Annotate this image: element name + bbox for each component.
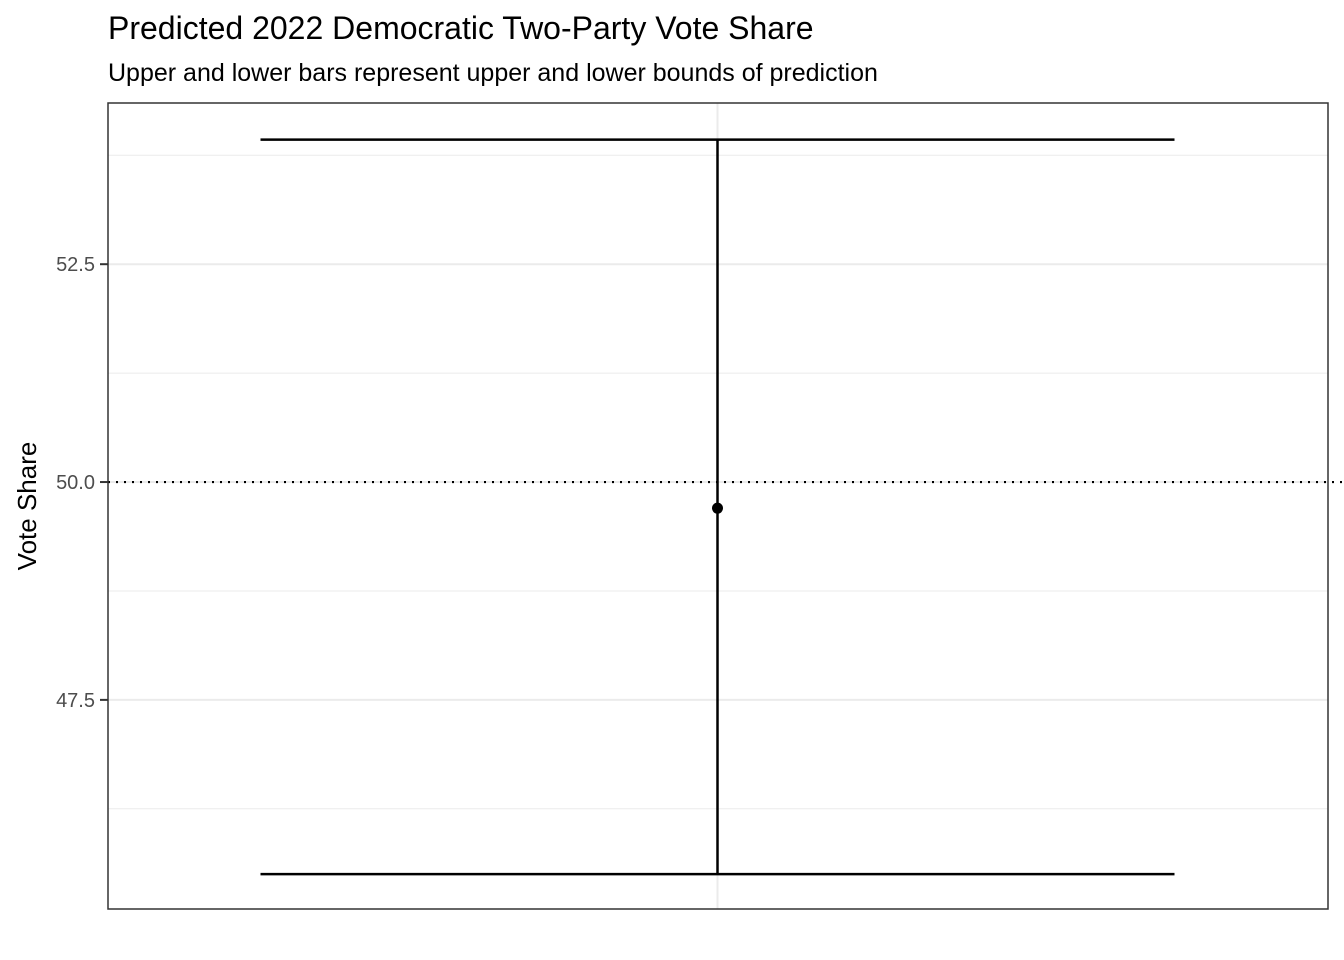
y-tick-label: 50.0 bbox=[56, 472, 95, 494]
y-tick-label: 47.5 bbox=[56, 690, 95, 712]
y-axis-ticks: 47.5 50.0 52.5 bbox=[56, 254, 108, 712]
panel-border bbox=[107, 102, 1329, 910]
chart-title: Predicted 2022 Democratic Two-Party Vote… bbox=[108, 10, 814, 46]
chart-subtitle: Upper and lower bars represent upper and… bbox=[108, 59, 878, 87]
y-axis-title: Vote Share bbox=[12, 442, 42, 571]
point-estimate bbox=[712, 502, 723, 514]
error-bars bbox=[260, 138, 1175, 876]
y-tick-label: 52.5 bbox=[56, 254, 95, 276]
